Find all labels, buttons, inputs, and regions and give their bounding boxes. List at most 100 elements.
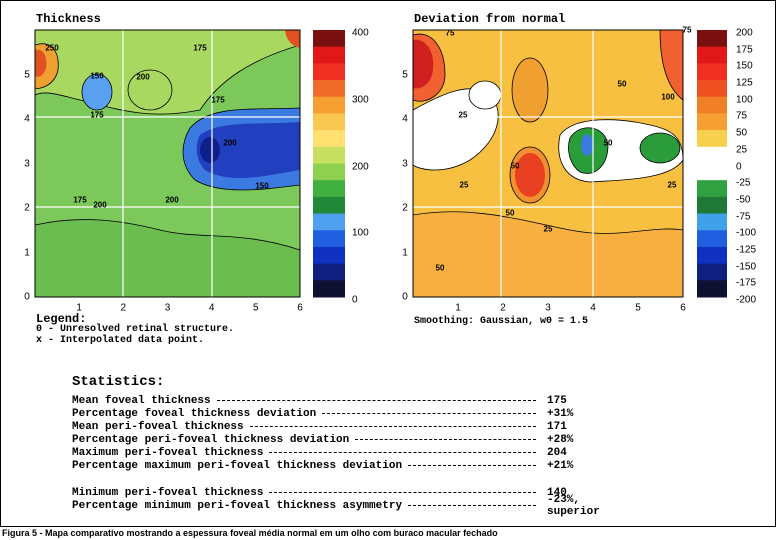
colorbar-cell <box>313 196 345 215</box>
stat-row: Percentage minimum peri-foveal thickness… <box>72 494 600 518</box>
statistics-title: Statistics: <box>72 374 165 390</box>
contour-label: 200 <box>165 195 179 205</box>
stat-label: Maximum peri-foveal thickness <box>72 446 264 459</box>
stat-value: 204 <box>547 446 567 459</box>
colorbar-cell <box>697 213 727 231</box>
panel-title: Deviation from normal <box>414 12 566 26</box>
contour-label: 150 <box>255 181 269 191</box>
y-tick-label: 3 <box>402 158 408 169</box>
x-tick-label: 2 <box>500 302 506 314</box>
colorbar-cell <box>697 113 727 131</box>
y-tick-label: 2 <box>24 202 30 214</box>
x-tick-label: 6 <box>297 302 303 314</box>
colorbar-tick-label: 0 <box>352 294 358 306</box>
colorbar-tick-label: -25 <box>736 177 751 189</box>
contour-label: 50 <box>435 263 445 273</box>
contour-label: 250 <box>45 43 59 53</box>
panel-title: Thickness <box>36 12 101 26</box>
stat-row: Percentage foveal thickness deviation +31… <box>72 407 582 420</box>
stat-row: Percentage peri-foveal thickness deviati… <box>72 433 582 446</box>
colorbar-cell <box>697 230 727 248</box>
leader <box>249 426 536 427</box>
colorbar-tick-label: 200 <box>352 161 369 172</box>
colorbar-tick-label: -50 <box>736 194 751 206</box>
contour-label: 50 <box>505 208 515 218</box>
colorbar-cell <box>313 63 345 81</box>
stat-row: Mean foveal thickness 175 <box>72 394 582 407</box>
contour-label: 25 <box>667 180 677 190</box>
colorbar-tick-label: 25 <box>736 144 748 156</box>
colorbar-tick-label: 200 <box>736 27 753 39</box>
legend-title: Legend: <box>36 312 87 326</box>
colorbar-cell <box>697 280 727 298</box>
colorbar-deviation <box>697 30 727 298</box>
colorbar-tick-label: -175 <box>736 277 757 289</box>
y-tick-label: 5 <box>24 69 30 80</box>
colorbar-tick-label: 100 <box>736 94 753 106</box>
contour-label: 25 <box>458 110 468 120</box>
x-tick-label: 1 <box>76 302 82 314</box>
caption: Figura 5 - Mapa comparativo mostrando a … <box>2 528 498 538</box>
colorbar-cell <box>313 280 345 298</box>
colorbar-tick-label: 100 <box>352 227 369 239</box>
leader <box>322 413 536 414</box>
colorbar-tick-label: -125 <box>736 244 757 256</box>
y-tick-label: 4 <box>24 113 30 125</box>
colorbar-tick-label: 0 <box>736 161 742 172</box>
x-tick-label: 4 <box>590 302 596 314</box>
leader <box>355 439 536 440</box>
contour-label: 175 <box>211 95 225 105</box>
stat-value: 175 <box>547 394 567 407</box>
contour-label: 100 <box>661 92 675 102</box>
contour-label: 50 <box>617 79 627 89</box>
contour-label: 25 <box>543 224 553 234</box>
thickness-map <box>35 30 300 297</box>
contour-label: 175 <box>193 43 207 53</box>
deviation-map <box>413 30 683 297</box>
maps <box>34 29 727 298</box>
stat-row: Mean peri-foveal thickness 171 <box>72 420 582 433</box>
stat-value: +21% <box>547 459 574 472</box>
y-tick-label: 5 <box>402 69 408 80</box>
contour-label: 75 <box>682 25 692 35</box>
x-tick-label: 3 <box>164 302 171 314</box>
stat-label: Percentage minimum peri-foveal thickness… <box>72 499 403 512</box>
stat-label: Mean foveal thickness <box>72 394 211 407</box>
y-tick-label: 0 <box>24 291 30 303</box>
colorbar-cell <box>313 30 345 48</box>
y-tick-label: 1 <box>402 247 408 258</box>
leader <box>269 492 536 493</box>
colorbar-cell <box>313 80 345 98</box>
colorbar-tick-label: 400 <box>352 27 369 39</box>
colorbar-cell <box>697 146 727 164</box>
colorbar-tick-label: 150 <box>736 60 753 72</box>
legend-line: 0 - Unresolved retinal structure. <box>36 324 235 335</box>
colorbar-cell <box>313 130 345 148</box>
contour-label: 175 <box>73 195 87 205</box>
colorbar-cell <box>313 246 345 265</box>
leader <box>216 400 536 401</box>
contour-label: 200 <box>93 200 107 210</box>
stat-value: 171 <box>547 420 567 433</box>
x-tick-label: 2 <box>120 302 127 314</box>
colorbar-cell <box>313 146 345 164</box>
colorbar-thickness <box>313 30 345 298</box>
contour-label: 25 <box>459 180 469 190</box>
colorbar-tick-label: -75 <box>736 211 751 223</box>
x-tick-label: 3 <box>545 302 551 314</box>
colorbar-cell <box>697 163 727 181</box>
stat-row: Maximum peri-foveal thickness 204 <box>72 446 582 459</box>
colorbar-cell <box>697 246 727 265</box>
colorbar-cell <box>313 96 345 114</box>
colorbar-cell <box>697 180 727 198</box>
colorbar-cell <box>697 30 727 48</box>
stat-label: Percentage maximum peri-foveal thickness… <box>72 459 403 472</box>
colorbar-cell <box>313 213 345 231</box>
y-tick-label: 4 <box>402 113 408 125</box>
colorbar-cell <box>313 180 345 198</box>
stat-label: Mean peri-foveal thickness <box>72 420 244 433</box>
colorbar-tick-label: 50 <box>736 127 748 139</box>
contour-label: 175 <box>90 110 104 120</box>
colorbar-tick-label: 300 <box>352 94 369 106</box>
